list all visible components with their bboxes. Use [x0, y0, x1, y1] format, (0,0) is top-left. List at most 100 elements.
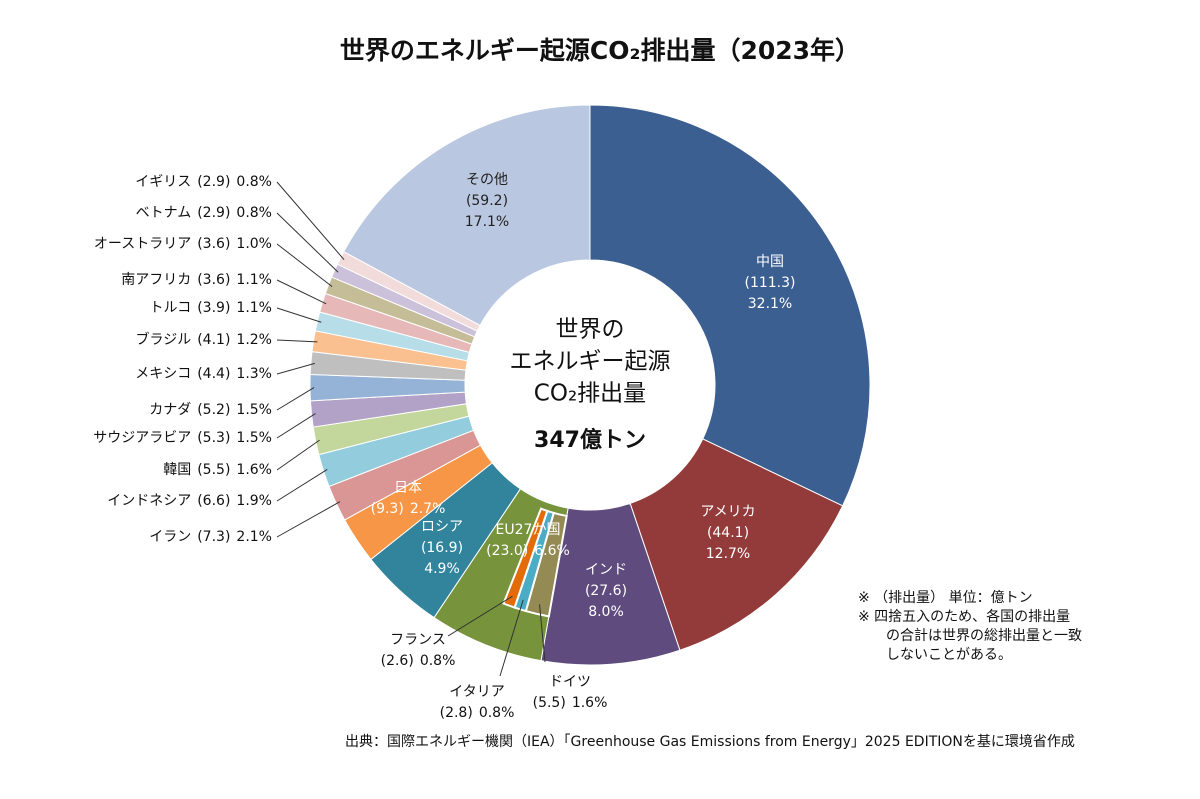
outer-label: カナダ (5.2) 1.5%: [149, 402, 272, 418]
sub-label: ドイツ: [549, 674, 591, 690]
slice-label: その他: [466, 172, 508, 188]
slice-label: (44.1): [707, 525, 749, 541]
outer-label-part: 2.1%: [236, 529, 272, 545]
slice-label-part: 2.7%: [410, 501, 446, 517]
outer-label-part: オーストラリア: [94, 236, 191, 252]
note: ※ 四捨五入のため、各国の排出量: [858, 608, 1070, 625]
slice-label-part: (16.9): [421, 540, 463, 556]
outer-label-part: トルコ: [149, 300, 191, 316]
outer-label-part: 韓国: [163, 462, 191, 478]
outer-label-part: (4.1): [197, 332, 230, 348]
note: しないことがある。: [886, 647, 1012, 663]
note: ※ （排出量） 単位：億トン: [858, 590, 1033, 606]
leader-line: [276, 469, 328, 502]
outer-label-part: (3.6): [197, 272, 230, 288]
outer-label-part: (3.9): [197, 300, 230, 316]
slice-label-part: その他: [466, 172, 508, 188]
outer-label-part: サウジアラビア: [93, 430, 191, 446]
leader-line: [276, 181, 345, 261]
sub-label-part: ドイツ: [549, 674, 591, 690]
outer-label-part: 0.8%: [236, 205, 272, 221]
outer-label: サウジアラビア (5.3) 1.5%: [93, 430, 272, 446]
slice-label-part: 日本: [394, 480, 422, 496]
slice-label: 17.1%: [465, 214, 509, 230]
sub-label: フランス: [390, 632, 446, 648]
outer-label: ベトナム (2.9) 0.8%: [136, 205, 272, 221]
outer-label-part: (6.6): [197, 493, 230, 509]
outer-label-part: 1.6%: [236, 462, 272, 478]
outer-label-part: 1.0%: [236, 236, 272, 252]
leader-line: [276, 307, 322, 323]
source: 出典：国際エネルギー機関（IEA）「Greenhouse Gas Emissio…: [345, 733, 1075, 750]
outer-label-part: イギリス: [135, 174, 191, 190]
slice-label: 日本: [394, 480, 422, 496]
outer-label-part: 1.1%: [236, 300, 272, 316]
leader-line: [276, 387, 315, 411]
slice-label-part: (44.1): [707, 525, 749, 541]
leader-line: [276, 243, 333, 288]
slice-label-part: 8.0%: [588, 604, 624, 620]
outer-label: オーストラリア (3.6) 1.0%: [94, 236, 272, 252]
slice-label: アメリカ: [700, 504, 755, 520]
slice-label: 4.9%: [424, 561, 460, 577]
sub-label-part: 0.8%: [420, 653, 456, 669]
sub-slice: [502, 507, 549, 609]
note: の合計は世界の総排出量と一致: [886, 628, 1082, 644]
slice-label: (27.6): [585, 583, 627, 599]
leader-line: [276, 413, 316, 439]
sub-label-part: イタリア: [449, 684, 504, 700]
outer-label-part: ブラジル: [135, 331, 191, 348]
outer-label-part: 南アフリカ: [121, 272, 191, 288]
outer-label-part: インドネシア: [107, 493, 191, 509]
sub-label-part: (2.8): [440, 705, 473, 721]
leader-line: [276, 439, 320, 471]
outer-label-part: (5.3): [197, 430, 230, 446]
slice-label: ロシア: [421, 519, 463, 535]
outer-label-part: 0.8%: [236, 174, 272, 190]
chart-title: 世界のエネルギー起源CO₂排出量（2023年）: [340, 36, 860, 65]
sub-label: イタリア: [449, 684, 504, 700]
center-text: エネルギー起源: [510, 349, 671, 375]
slice-label: 中国: [756, 254, 784, 270]
leader-line: [499, 599, 524, 677]
outer-label: 南アフリカ (3.6) 1.1%: [121, 272, 272, 288]
center-text: 世界の: [556, 317, 625, 343]
outer-label-part: (2.9): [197, 174, 230, 190]
outer-label: イギリス (2.9) 0.8%: [135, 174, 272, 190]
sub-label-part: 0.8%: [479, 705, 515, 721]
slice-label-part: 6.6%: [534, 543, 570, 559]
leader-line: [276, 212, 339, 273]
leader-line: [276, 339, 318, 343]
slice-label-part: (27.6): [585, 583, 627, 599]
sub-label-part: 1.6%: [572, 695, 608, 711]
outer-label-part: 1.9%: [236, 493, 272, 509]
slice: [343, 104, 591, 327]
outer-label: ブラジル (4.1) 1.2%: [135, 331, 272, 348]
slice-label-part: 32.1%: [748, 296, 792, 312]
outer-label: 韓国 (5.5) 1.6%: [163, 462, 272, 478]
leader-line: [447, 595, 513, 637]
center-total: 347億トン: [534, 427, 646, 453]
outer-label-part: (5.5): [197, 462, 230, 478]
outer-label-part: (4.4): [197, 366, 230, 382]
slice-label-part: (9.3): [371, 501, 404, 517]
slice-label: (23.0) 6.6%: [486, 543, 570, 559]
outer-label-part: (3.6): [197, 236, 230, 252]
outer-label-part: 1.5%: [236, 402, 272, 418]
sub-label: (2.8) 0.8%: [440, 705, 515, 721]
slice-label-part: (111.3): [744, 275, 795, 291]
slice-label-part: EU27か国: [496, 522, 561, 538]
outer-label: イラン (7.3) 2.1%: [149, 529, 272, 545]
outer-label: トルコ (3.9) 1.1%: [149, 300, 272, 316]
outer-label-part: (2.9): [197, 205, 230, 221]
slice-label-part: 12.7%: [706, 546, 750, 562]
slice-label: (59.2): [466, 193, 508, 209]
slice: [629, 438, 844, 651]
slice-label-part: 4.9%: [424, 561, 460, 577]
slice-label-part: インド: [585, 562, 627, 578]
leader-line: [539, 604, 546, 663]
sub-label: (5.5) 1.6%: [533, 695, 608, 711]
outer-label-part: 1.5%: [236, 430, 272, 446]
outer-label-part: カナダ: [149, 402, 191, 418]
